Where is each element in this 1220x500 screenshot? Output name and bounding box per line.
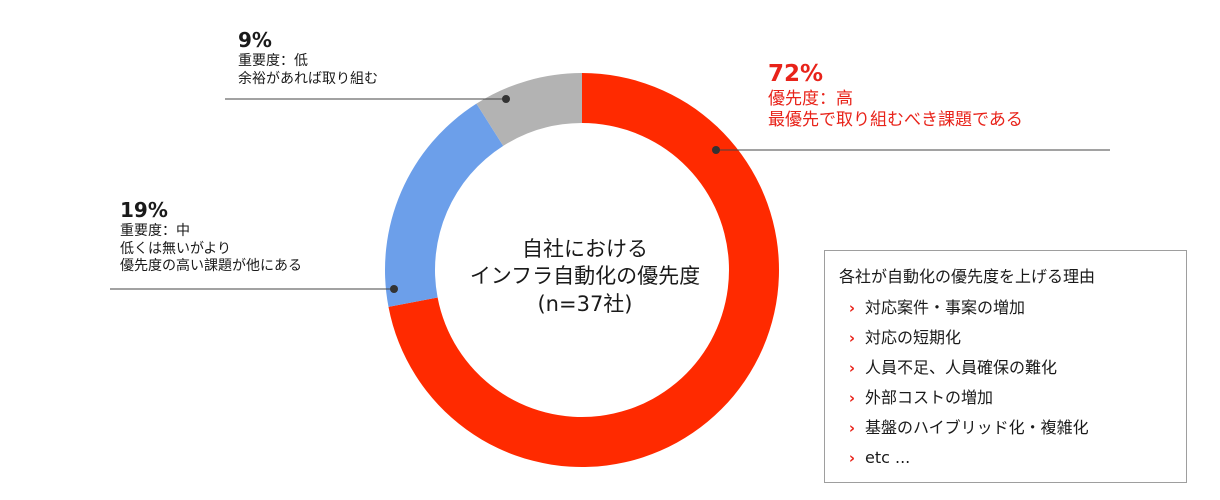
chart-title-line-1: 自社における: [522, 237, 648, 261]
slice-name-high: 優先度：高: [768, 88, 853, 109]
chevron-right-icon: ›: [848, 299, 856, 317]
reasons-title: 各社が自動化の優先度を上げる理由: [839, 267, 1096, 286]
reason-text: 対応の短期化: [865, 328, 962, 347]
slice-desc-low: 余裕があれば取り組む: [238, 70, 378, 87]
slice-desc-high: 最優先で取り組むべき課題である: [768, 110, 1023, 130]
reason-item: › 基盤のハイブリッド化・複雑化: [839, 413, 1172, 443]
chevron-right-icon: ›: [848, 419, 856, 437]
reason-item: › 人員不足、人員確保の難化: [839, 353, 1172, 383]
reason-text: etc ...: [865, 448, 911, 467]
reason-text: 対応案件・事案の増加: [865, 298, 1026, 317]
slice-percent-mid: 19%: [120, 198, 168, 222]
reason-text: 基盤のハイブリッド化・複雑化: [865, 418, 1089, 437]
slice-label-low: 9% 重要度：低 余裕があれば取り組む: [238, 28, 378, 88]
reason-item: › 外部コストの増加: [839, 383, 1172, 413]
slice-label-high: 72% 優先度：高 最優先で取り組むべき課題である: [768, 60, 1023, 131]
reasons-list: › 対応案件・事案の増加 › 対応の短期化 › 人員不足、人員確保の難化 › 外部コストの増加…: [839, 293, 1172, 473]
reason-text: 人員不足、人員確保の難化: [865, 358, 1058, 377]
chart-title: 自社における インフラ自動化の優先度 (n=37社): [425, 236, 745, 318]
slice-name-low: 重要度：低: [238, 53, 308, 69]
donut-slice-mid: [385, 103, 504, 307]
reason-item: › 対応案件・事案の増加: [839, 293, 1172, 323]
leader-dot-low: [502, 95, 510, 103]
chart-title-line-3: (n=37社): [537, 291, 633, 316]
slice-name-mid: 重要度：中: [120, 223, 190, 239]
donut-slice-low: [476, 73, 582, 146]
chart-title-line-2: インフラ自動化の優先度: [469, 264, 701, 289]
leader-dot-high: [712, 146, 720, 154]
slice-percent-low: 9%: [238, 28, 272, 52]
chevron-right-icon: ›: [848, 329, 856, 347]
chevron-right-icon: ›: [848, 449, 856, 467]
reasons-box: 各社が自動化の優先度を上げる理由 › 対応案件・事案の増加 › 対応の短期化 › 人員不足…: [824, 250, 1187, 483]
reason-item: › 対応の短期化: [839, 323, 1172, 353]
reason-item: › etc ...: [839, 443, 1172, 473]
reason-text: 外部コストの増加: [865, 388, 994, 407]
chevron-right-icon: ›: [848, 389, 856, 407]
slice-desc-mid: 低くは無いがより 優先度の高い課題が他にある: [120, 240, 302, 275]
leader-dot-mid: [390, 285, 398, 293]
slice-percent-high: 72%: [768, 61, 824, 87]
chevron-right-icon: ›: [848, 359, 856, 377]
slice-label-mid: 19% 重要度：中 低くは無いがより 優先度の高い課題が他にある: [120, 198, 302, 276]
